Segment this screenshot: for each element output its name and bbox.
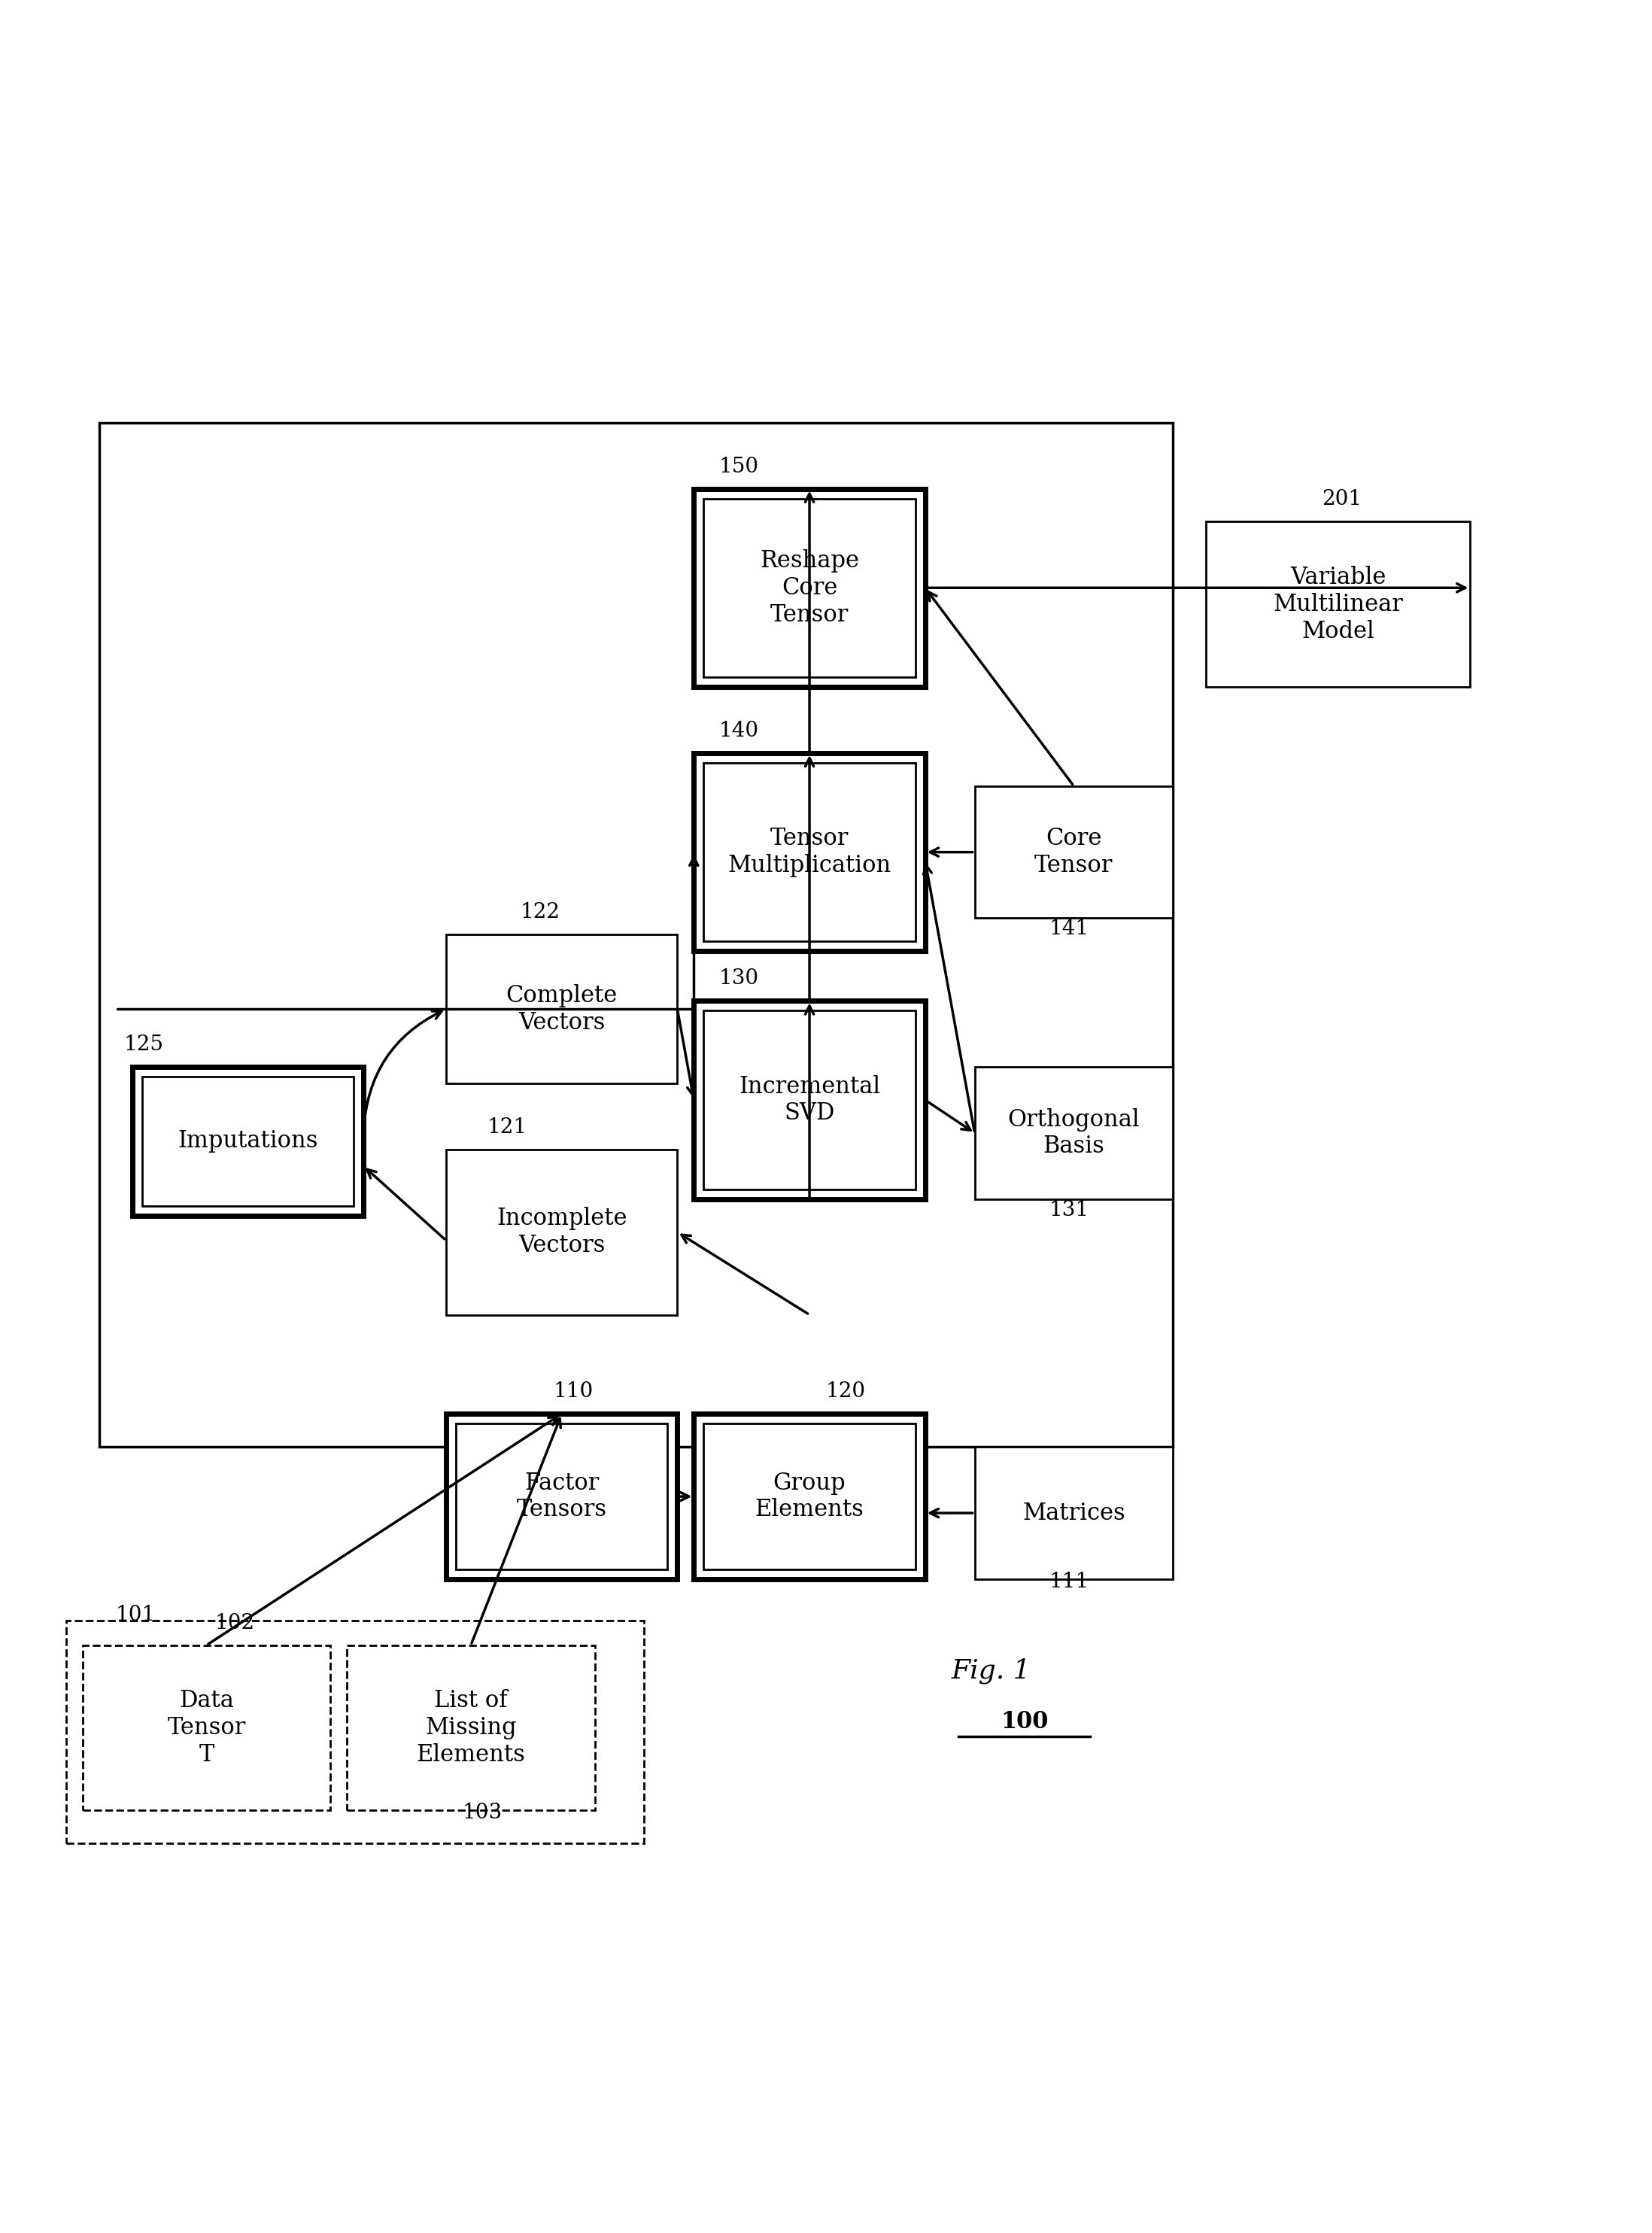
Text: Fig. 1: Fig. 1: [952, 1657, 1031, 1684]
FancyBboxPatch shape: [142, 1076, 354, 1206]
Text: Incremental
SVD: Incremental SVD: [738, 1074, 881, 1125]
Text: Incomplete
Vectors: Incomplete Vectors: [496, 1208, 628, 1257]
FancyBboxPatch shape: [694, 1413, 925, 1579]
FancyBboxPatch shape: [83, 1646, 330, 1811]
FancyBboxPatch shape: [704, 1012, 915, 1190]
Text: 130: 130: [719, 969, 758, 989]
Text: 110: 110: [553, 1382, 593, 1402]
FancyBboxPatch shape: [694, 753, 925, 951]
FancyBboxPatch shape: [446, 1150, 677, 1315]
Text: 201: 201: [1322, 489, 1361, 509]
FancyBboxPatch shape: [347, 1646, 595, 1811]
Text: 140: 140: [719, 721, 758, 741]
Text: Reshape
Core
Tensor: Reshape Core Tensor: [760, 549, 859, 627]
Text: 100: 100: [1001, 1710, 1047, 1733]
FancyBboxPatch shape: [446, 936, 677, 1083]
FancyBboxPatch shape: [975, 1447, 1173, 1579]
Text: Orthogonal
Basis: Orthogonal Basis: [1008, 1108, 1140, 1159]
Text: Tensor
Multiplication: Tensor Multiplication: [729, 826, 890, 878]
Text: 103: 103: [463, 1802, 502, 1822]
FancyBboxPatch shape: [694, 1000, 925, 1199]
FancyBboxPatch shape: [694, 489, 925, 688]
Text: Factor
Tensors: Factor Tensors: [517, 1472, 606, 1521]
Text: Complete
Vectors: Complete Vectors: [506, 985, 618, 1034]
FancyBboxPatch shape: [446, 1413, 677, 1579]
Text: 150: 150: [719, 456, 758, 476]
Text: 125: 125: [124, 1034, 164, 1054]
Text: Matrices: Matrices: [1023, 1501, 1125, 1525]
FancyBboxPatch shape: [1206, 523, 1470, 688]
Text: List of
Missing
Elements: List of Missing Elements: [416, 1688, 525, 1766]
Text: Data
Tensor
T: Data Tensor T: [167, 1688, 246, 1766]
Text: 121: 121: [487, 1116, 527, 1137]
Text: 120: 120: [826, 1382, 866, 1402]
Text: Imputations: Imputations: [178, 1130, 317, 1152]
FancyBboxPatch shape: [704, 764, 915, 942]
Text: 111: 111: [1049, 1572, 1089, 1592]
Text: Group
Elements: Group Elements: [755, 1472, 864, 1521]
FancyBboxPatch shape: [975, 786, 1173, 918]
FancyBboxPatch shape: [132, 1067, 363, 1215]
FancyBboxPatch shape: [456, 1425, 667, 1570]
Text: Core
Tensor: Core Tensor: [1034, 826, 1113, 878]
Text: 102: 102: [215, 1612, 254, 1632]
Text: 141: 141: [1049, 920, 1089, 940]
Text: Variable
Multilinear
Model: Variable Multilinear Model: [1274, 565, 1403, 643]
FancyBboxPatch shape: [704, 1425, 915, 1570]
FancyBboxPatch shape: [704, 498, 915, 677]
Text: 131: 131: [1049, 1199, 1089, 1219]
FancyBboxPatch shape: [975, 1067, 1173, 1199]
Text: 122: 122: [520, 902, 560, 922]
Text: 101: 101: [116, 1606, 155, 1626]
